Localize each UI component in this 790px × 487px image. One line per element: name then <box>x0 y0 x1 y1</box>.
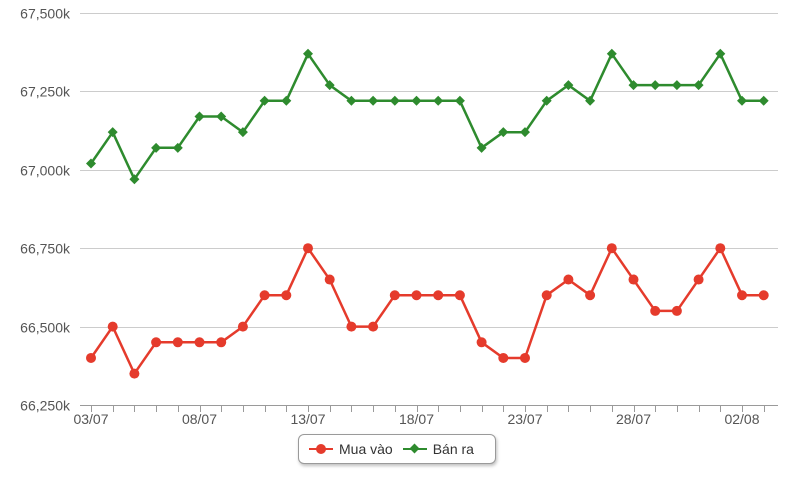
data-point[interactable] <box>281 95 292 106</box>
data-point[interactable] <box>433 95 444 106</box>
data-point[interactable] <box>259 95 270 106</box>
y-tick-label: 66,750k <box>20 241 71 257</box>
data-point[interactable] <box>129 368 140 379</box>
data-point[interactable] <box>107 127 118 138</box>
series-1 <box>86 48 769 185</box>
data-point[interactable] <box>693 80 704 91</box>
x-tick-label: 18/07 <box>399 411 434 427</box>
data-point[interactable] <box>671 305 682 316</box>
data-point[interactable] <box>476 142 487 153</box>
data-point[interactable] <box>389 95 400 106</box>
x-tick-label: 28/07 <box>616 411 651 427</box>
data-point[interactable] <box>172 337 183 348</box>
data-point[interactable] <box>129 174 140 185</box>
data-point[interactable] <box>259 290 270 301</box>
data-point[interactable] <box>411 290 422 301</box>
data-point[interactable] <box>606 243 617 254</box>
data-point[interactable] <box>237 127 248 138</box>
data-point[interactable] <box>237 321 248 332</box>
data-point[interactable] <box>628 274 639 285</box>
data-point[interactable] <box>107 321 118 332</box>
data-point[interactable] <box>541 290 552 301</box>
data-point[interactable] <box>563 80 574 91</box>
data-point[interactable] <box>650 305 661 316</box>
data-point[interactable] <box>693 274 704 285</box>
y-tick-label: 66,500k <box>20 320 71 336</box>
y-tick-label: 67,250k <box>20 84 71 100</box>
y-tick-label: 67,500k <box>20 6 71 22</box>
data-point[interactable] <box>281 290 292 301</box>
legend-label-mua-vao: Mua vào <box>339 441 393 457</box>
series-layer <box>86 48 769 379</box>
data-point[interactable] <box>606 48 617 59</box>
data-point[interactable] <box>151 142 162 153</box>
data-point[interactable] <box>454 95 465 106</box>
data-point[interactable] <box>216 337 227 348</box>
data-point[interactable] <box>389 290 400 301</box>
y-tick-label: 67,000k <box>20 163 71 179</box>
data-point[interactable] <box>737 95 747 106</box>
legend-item-ban-ra[interactable]: Bán ra <box>402 441 474 457</box>
legend-label-ban-ra: Bán ra <box>432 441 474 457</box>
data-point[interactable] <box>411 95 422 106</box>
data-point[interactable] <box>346 95 357 106</box>
data-point[interactable] <box>671 80 682 91</box>
data-point[interactable] <box>346 321 357 332</box>
data-point[interactable] <box>216 111 227 122</box>
data-point[interactable] <box>194 337 205 348</box>
x-tick-label: 02/08 <box>724 411 759 427</box>
data-point[interactable] <box>650 80 661 91</box>
data-point[interactable] <box>520 127 530 138</box>
data-point[interactable] <box>303 243 313 254</box>
data-point[interactable] <box>585 95 596 106</box>
axes: 66,250k 66,500k 66,750k 67,000k 67,250k 67,50… <box>20 6 765 427</box>
data-point[interactable] <box>520 352 530 363</box>
data-point[interactable] <box>737 290 747 301</box>
x-tick-label: 13/07 <box>290 411 325 427</box>
data-point[interactable] <box>563 274 574 285</box>
legend: Mua vào Bán ra <box>298 434 496 464</box>
data-point[interactable] <box>324 80 335 91</box>
data-point[interactable] <box>86 158 96 169</box>
data-point[interactable] <box>454 290 465 301</box>
data-point[interactable] <box>476 337 487 348</box>
data-point[interactable] <box>498 352 509 363</box>
x-tick-label: 08/07 <box>182 411 217 427</box>
data-point[interactable] <box>433 290 444 301</box>
data-point[interactable] <box>368 321 379 332</box>
data-point[interactable] <box>86 352 96 363</box>
data-point[interactable] <box>303 48 313 59</box>
data-point[interactable] <box>541 95 552 106</box>
data-point[interactable] <box>585 290 596 301</box>
x-tick-label: 23/07 <box>507 411 542 427</box>
diamond-marker-icon <box>402 442 427 456</box>
data-point[interactable] <box>324 274 335 285</box>
series-0 <box>86 243 769 379</box>
data-point[interactable] <box>715 243 726 254</box>
grid-lines <box>80 13 778 406</box>
data-point[interactable] <box>715 48 726 59</box>
data-point[interactable] <box>172 142 183 153</box>
data-point[interactable] <box>368 95 379 106</box>
data-point[interactable] <box>498 127 509 138</box>
data-point[interactable] <box>151 337 162 348</box>
data-point[interactable] <box>758 290 769 301</box>
data-point[interactable] <box>194 111 205 122</box>
legend-item-mua-vao[interactable]: Mua vào <box>309 441 393 457</box>
circle-marker-icon <box>309 442 333 456</box>
series-line <box>89 52 764 181</box>
data-point[interactable] <box>628 80 639 91</box>
data-point[interactable] <box>758 95 769 106</box>
y-tick-label: 66,250k <box>20 398 71 414</box>
series-line <box>89 246 764 375</box>
x-tick-label: 03/07 <box>73 411 108 427</box>
